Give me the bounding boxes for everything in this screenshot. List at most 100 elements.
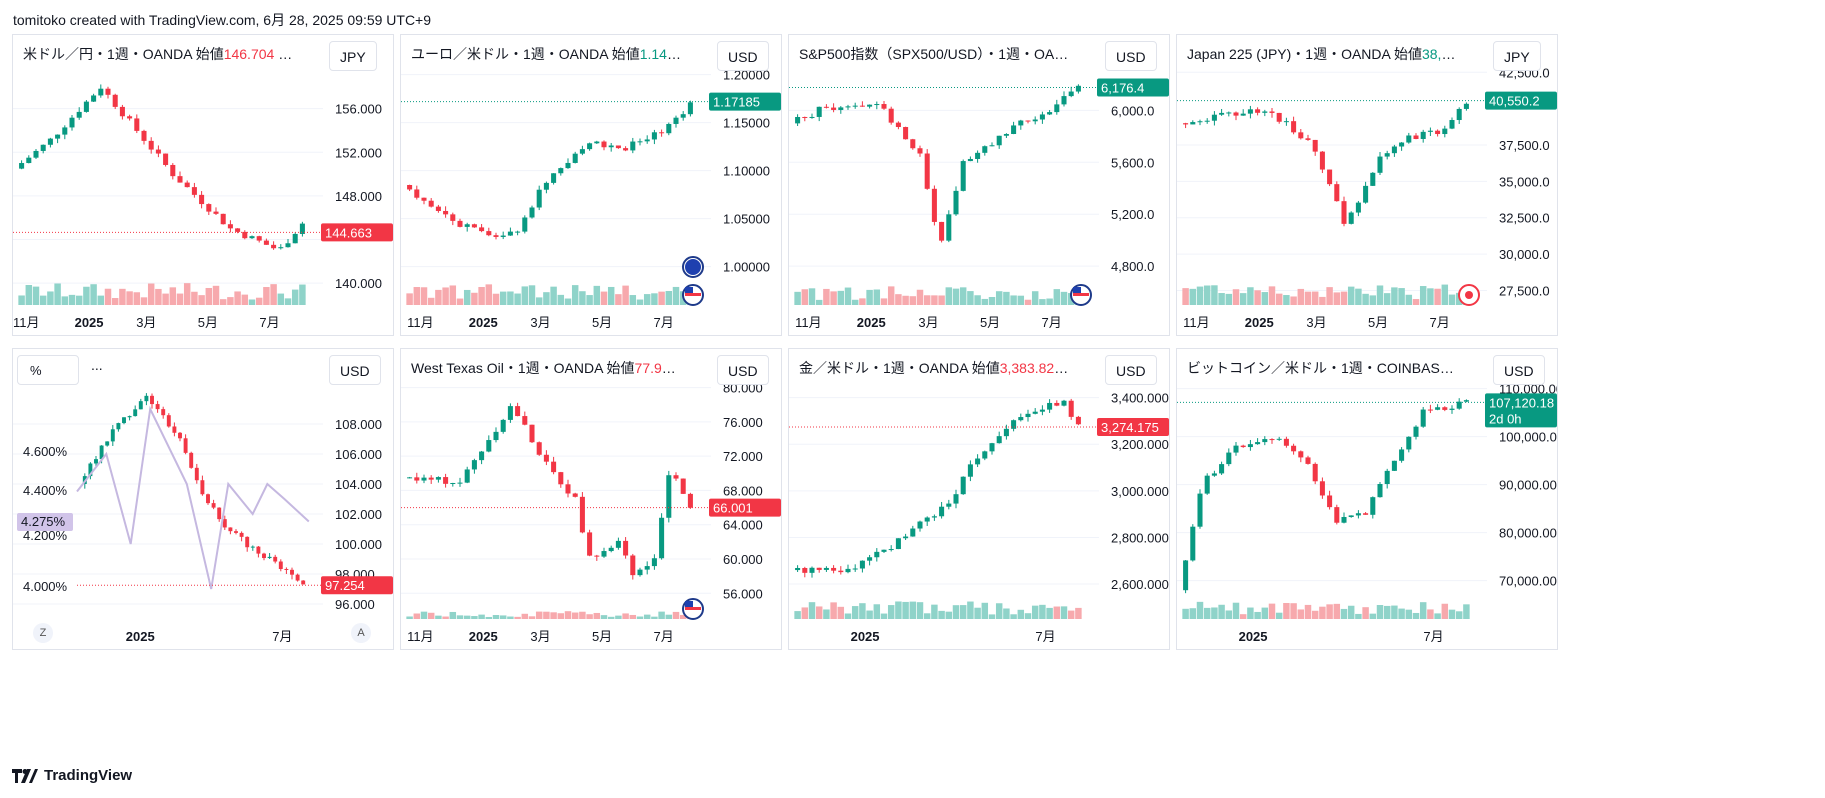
chart-panel-3[interactable]: 42,500.0 37,500.0 35,000.0 32,500.0 30,000.0… bbox=[1176, 34, 1558, 336]
volume-bar bbox=[227, 297, 234, 305]
candle-body bbox=[256, 236, 262, 241]
candle-body bbox=[1377, 484, 1383, 498]
volume-bar bbox=[823, 288, 830, 305]
candle-body bbox=[831, 567, 837, 571]
volume-bar bbox=[1283, 295, 1290, 305]
volume-bar bbox=[607, 616, 615, 619]
chart-panel-1[interactable]: 1.20000 1.15000 1.10000 1.05000 1.00000 11月 20… bbox=[400, 34, 782, 336]
candle-body bbox=[273, 556, 278, 562]
volume-bar bbox=[1046, 607, 1053, 619]
volume-bar bbox=[1003, 291, 1010, 305]
candle-body bbox=[471, 224, 477, 228]
left-tick-label: 4.600% bbox=[23, 444, 68, 459]
volume-bar bbox=[212, 285, 220, 305]
candle-body bbox=[536, 442, 542, 455]
currency-button[interactable]: USD bbox=[717, 41, 769, 71]
currency-button[interactable]: JPY bbox=[1493, 41, 1541, 71]
candle-body bbox=[98, 88, 104, 96]
volume-bar bbox=[169, 287, 177, 305]
volume-bar bbox=[1297, 288, 1305, 305]
volume-bar bbox=[140, 297, 148, 305]
volume-bar bbox=[97, 295, 105, 305]
chart-panel-6[interactable]: 3,400.000 3,200.000 3,000.000 2,800.000 2,60… bbox=[788, 348, 1170, 650]
y-tick-label: 96.000 bbox=[335, 597, 375, 612]
volume-bar bbox=[1319, 606, 1326, 619]
y-tick-label: 100,000.00 bbox=[1499, 430, 1557, 445]
volume-bar bbox=[471, 292, 478, 305]
y-tick-label: 2,600.000 bbox=[1111, 577, 1169, 592]
auto-scale-button[interactable]: A bbox=[351, 623, 371, 643]
x-tick-label: 5月 bbox=[592, 315, 612, 330]
volume-bar bbox=[299, 284, 306, 305]
volume-bar bbox=[1326, 287, 1333, 305]
candle-body bbox=[493, 235, 499, 237]
volume-bar bbox=[923, 613, 931, 619]
candle-body bbox=[1262, 111, 1268, 113]
percent-scale-box[interactable]: % bbox=[17, 355, 79, 385]
candle-body bbox=[250, 546, 255, 548]
volume-bar bbox=[564, 611, 572, 619]
volume-bar bbox=[1189, 608, 1197, 619]
candle-body bbox=[1384, 153, 1390, 157]
candle-body bbox=[105, 441, 110, 446]
currency-button[interactable]: USD bbox=[329, 355, 381, 385]
compare-series-line bbox=[76, 405, 310, 590]
currency-button[interactable]: USD bbox=[1105, 41, 1157, 71]
candle-body bbox=[267, 556, 272, 559]
candle-body bbox=[55, 134, 61, 139]
candle-body bbox=[529, 207, 535, 218]
chart-panel-7[interactable]: 110,000.00 100,000.00 90,000.00 80,000.00 70… bbox=[1176, 348, 1558, 650]
volume-bar bbox=[18, 295, 25, 305]
candle-body bbox=[500, 419, 506, 432]
candle-body bbox=[910, 139, 916, 149]
candle-body bbox=[960, 161, 966, 191]
candle-body bbox=[903, 127, 909, 140]
zoom-button[interactable]: Z bbox=[33, 623, 53, 643]
candle-body bbox=[515, 231, 521, 233]
candle-body bbox=[443, 477, 449, 484]
candle-body bbox=[601, 141, 607, 148]
volume-bar bbox=[823, 609, 830, 619]
volume-bar bbox=[658, 611, 665, 619]
candle-body bbox=[33, 150, 39, 158]
volume-bar bbox=[427, 612, 435, 619]
candle-body bbox=[1463, 400, 1469, 402]
chart-panel-5[interactable]: 80.000 76.000 72.000 68.000 64.000 60.000 56.0… bbox=[400, 348, 782, 650]
candle-body bbox=[1348, 515, 1354, 518]
volume-bar bbox=[427, 297, 435, 305]
candle-body bbox=[637, 141, 643, 143]
volume-bar bbox=[1268, 286, 1276, 305]
candle-body bbox=[414, 189, 420, 198]
candle-body bbox=[1075, 85, 1081, 92]
volume-bar bbox=[873, 604, 881, 619]
candle-body bbox=[1018, 120, 1024, 126]
volume-bar bbox=[801, 607, 809, 619]
volume-bar bbox=[1369, 295, 1377, 305]
chart-panel-0[interactable]: 156.000 152.000 148.000 140.000 11月 2025 3月 5月 7… bbox=[12, 34, 394, 336]
volume-bar bbox=[967, 601, 974, 619]
volume-bar bbox=[1463, 604, 1470, 619]
currency-button[interactable]: USD bbox=[1493, 355, 1545, 385]
candle-body bbox=[1032, 119, 1038, 122]
volume-bar bbox=[895, 601, 902, 619]
volume-bar bbox=[39, 295, 47, 305]
candle-body bbox=[867, 104, 873, 107]
volume-bar bbox=[679, 614, 687, 619]
volume-bar bbox=[801, 289, 809, 305]
yield-badge bbox=[17, 513, 73, 531]
candle-body bbox=[831, 107, 837, 110]
symbol-title: ... bbox=[91, 357, 103, 373]
candle-body bbox=[989, 443, 995, 452]
chart-panel-4[interactable]: 108.000 106.000 104.000 102.000 100.000 98.00… bbox=[12, 348, 394, 650]
currency-button[interactable]: USD bbox=[1105, 355, 1157, 385]
candle-body bbox=[127, 416, 132, 418]
candle-body bbox=[1319, 481, 1325, 496]
chart-panel-2[interactable]: 6,000.0 5,600.0 5,200.0 4,800.0 11月 2025 3月 5月 7… bbox=[788, 34, 1170, 336]
volume-bar bbox=[1319, 296, 1326, 305]
currency-button[interactable]: USD bbox=[717, 355, 769, 385]
candle-body bbox=[1025, 120, 1031, 122]
candle-body bbox=[1327, 495, 1333, 508]
currency-button[interactable]: JPY bbox=[329, 41, 377, 71]
candle-body bbox=[1449, 120, 1455, 129]
volume-bar bbox=[658, 291, 665, 305]
